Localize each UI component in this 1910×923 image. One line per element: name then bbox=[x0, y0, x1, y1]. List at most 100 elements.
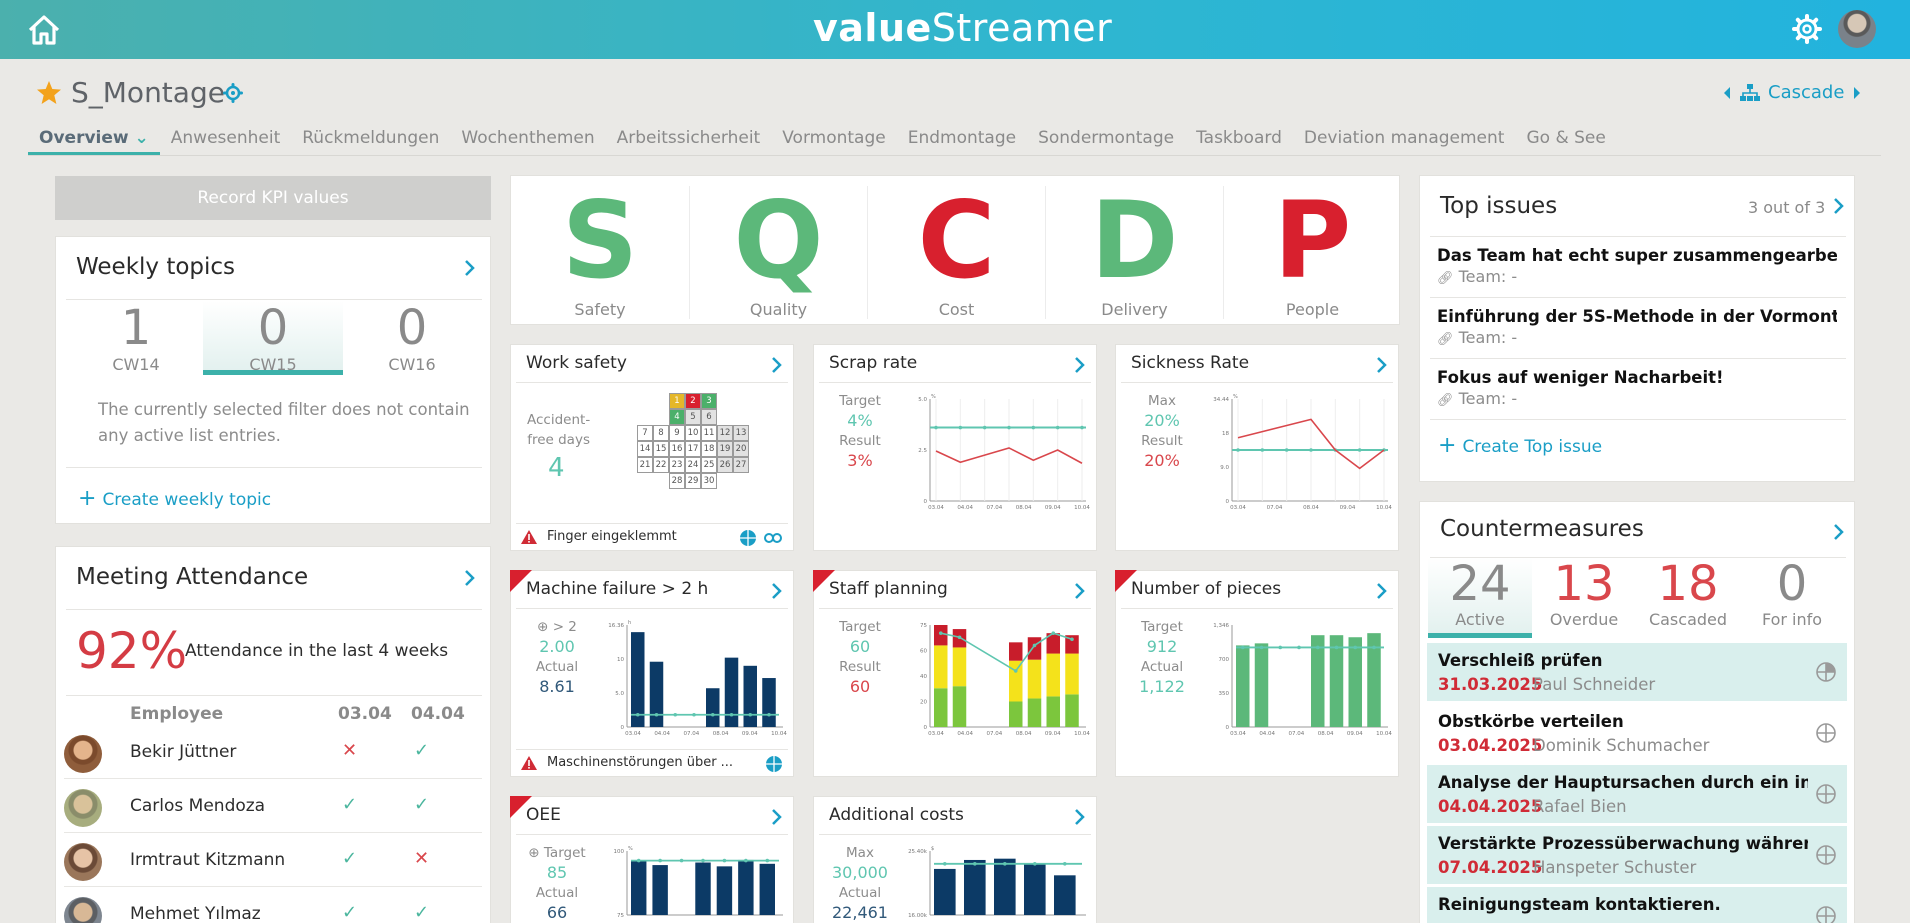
chevron-right-icon[interactable] bbox=[1833, 523, 1845, 541]
target-point bbox=[1309, 448, 1313, 452]
sickness-rate-card: Sickness Rate Max 20% Result 20% % 34.44 1… bbox=[1115, 344, 1399, 551]
sqcdp-quality[interactable]: Q Quality bbox=[689, 186, 867, 319]
tab-endmontage[interactable]: Endmontage bbox=[907, 128, 1017, 148]
attendance-row: Irmtraut Kitzmann ✓ ✕ bbox=[64, 833, 482, 887]
target-point bbox=[958, 425, 963, 430]
countermeasure-item[interactable]: Verstärkte Prozessüberwachung während d.… bbox=[1427, 826, 1847, 884]
cascade-nav[interactable]: Cascade bbox=[1722, 82, 1862, 103]
tab-anwesenheit[interactable]: Anwesenheit bbox=[170, 128, 281, 148]
target-point bbox=[722, 858, 727, 863]
x-tick-label: 09.04 bbox=[1045, 731, 1061, 737]
calendar-day: 9 bbox=[669, 425, 685, 441]
kpi-summary: Target 912 Actual 1,122 bbox=[1139, 619, 1185, 696]
globe-icon[interactable] bbox=[739, 529, 757, 547]
target-point bbox=[767, 712, 771, 717]
x-tick-label: 07.04 bbox=[1267, 505, 1283, 511]
globe-icon[interactable] bbox=[765, 755, 783, 773]
bar bbox=[762, 678, 776, 727]
y-tick-label: 2.5 bbox=[918, 448, 927, 454]
link-icon[interactable] bbox=[763, 532, 783, 544]
sqcdp-cost[interactable]: C Cost bbox=[867, 186, 1045, 319]
y-tick-label: 10 bbox=[617, 657, 624, 663]
chevron-right-icon[interactable] bbox=[1074, 582, 1086, 600]
chevron-right-icon[interactable] bbox=[464, 259, 476, 277]
create-weekly-topic-link[interactable]: + Create weekly topic bbox=[78, 486, 272, 511]
warning-icon bbox=[521, 756, 537, 770]
y-tick-label: 700 bbox=[1219, 657, 1230, 663]
tab-overview[interactable]: Overview ⌄ bbox=[28, 124, 160, 156]
chevron-right-icon[interactable] bbox=[771, 582, 783, 600]
week-cw15[interactable]: 0 CW15 bbox=[203, 301, 343, 375]
link-icon: 🔗︎ bbox=[1437, 393, 1454, 408]
chevron-right-icon[interactable] bbox=[464, 569, 476, 587]
sqcdp-safety[interactable]: S Safety bbox=[561, 179, 639, 320]
y-tick-label: 25.40k bbox=[908, 849, 928, 855]
next-arrow-icon[interactable] bbox=[1852, 86, 1862, 100]
tab-go-and-see[interactable]: Go & See bbox=[1526, 128, 1606, 148]
x-tick-label: 10.04 bbox=[1074, 731, 1090, 737]
top-issue-item[interactable]: Das Team hat echt super zusammengearbeit… bbox=[1437, 246, 1837, 286]
tab-wochenthemen[interactable]: Wochenthemen bbox=[461, 128, 595, 148]
x-tick-label: 03.04 bbox=[928, 731, 944, 737]
attendance-mark: ✓ bbox=[342, 848, 358, 869]
countermeasure-item[interactable]: Analyse der Hauptursachen durch ein inte… bbox=[1427, 765, 1847, 823]
tab-vormontage[interactable]: Vormontage bbox=[782, 128, 886, 148]
weekly-topics-title: Weekly topics bbox=[76, 254, 236, 280]
y-tick-label: 60 bbox=[920, 649, 927, 655]
work-safety-title: Work safety bbox=[526, 353, 627, 373]
y-unit-label: % bbox=[931, 394, 936, 400]
week-cw14[interactable]: 1 CW14 bbox=[112, 300, 160, 374]
attendance-percent: 92% bbox=[76, 622, 188, 680]
cm-stat-active[interactable]: 24 Active bbox=[1428, 558, 1532, 638]
top-issue-item[interactable]: Einführung der 5S-Methode in der Vormont… bbox=[1437, 307, 1837, 347]
chevron-right-icon[interactable] bbox=[1376, 582, 1388, 600]
meeting-attendance-title: Meeting Attendance bbox=[76, 564, 309, 590]
y-tick-label: 5.0 bbox=[615, 691, 624, 697]
chevron-right-icon[interactable] bbox=[771, 356, 783, 374]
chevron-right-icon[interactable] bbox=[1074, 808, 1086, 826]
user-avatar[interactable] bbox=[1838, 10, 1876, 48]
tab-arbeitssicherheit[interactable]: Arbeitssicherheit bbox=[616, 128, 761, 148]
x-tick-label: 08.04 bbox=[713, 731, 729, 737]
chevron-right-icon[interactable] bbox=[1376, 356, 1388, 374]
week-cw16[interactable]: 0 CW16 bbox=[388, 300, 436, 374]
countermeasure-item[interactable]: Obstkörbe verteilen 03.04.2025 Dominik S… bbox=[1427, 704, 1847, 762]
sqcdp-people[interactable]: P People bbox=[1223, 186, 1401, 319]
page-settings-icon[interactable] bbox=[223, 83, 243, 103]
number-of-pieces-title: Number of pieces bbox=[1131, 579, 1282, 599]
cascade-label[interactable]: Cascade bbox=[1768, 82, 1845, 103]
x-tick-label: 08.04 bbox=[1318, 731, 1334, 737]
chevron-right-icon[interactable] bbox=[1074, 356, 1086, 374]
tab-rueckmeldungen[interactable]: Rückmeldungen bbox=[302, 128, 440, 148]
favorite-star-icon[interactable] bbox=[36, 80, 62, 106]
home-icon[interactable] bbox=[26, 12, 62, 48]
countermeasure-item[interactable]: Verschleiß prüfen 31.03.2025 Paul Schnei… bbox=[1427, 643, 1847, 701]
prev-arrow-icon[interactable] bbox=[1722, 86, 1732, 100]
attendance-mark: ✓ bbox=[414, 794, 430, 815]
attendance-mark: ✕ bbox=[414, 848, 430, 869]
record-kpi-button[interactable]: Record KPI values bbox=[55, 176, 491, 220]
countermeasure-item[interactable]: Reinigungsteam kontaktieren. bbox=[1427, 887, 1847, 923]
tab-taskboard[interactable]: Taskboard bbox=[1196, 128, 1282, 148]
top-issue-item[interactable]: Fokus auf weniger Nacharbeit! 🔗︎ Team: - bbox=[1437, 368, 1724, 408]
chevron-right-icon[interactable] bbox=[771, 808, 783, 826]
chevron-right-icon[interactable] bbox=[1833, 197, 1845, 215]
cm-stat-overdue[interactable]: 13 Overdue bbox=[1549, 556, 1619, 629]
x-tick-label: 10.04 bbox=[1376, 731, 1392, 737]
tab-deviation-management[interactable]: Deviation management bbox=[1303, 128, 1505, 148]
bar bbox=[738, 859, 754, 915]
bar bbox=[1329, 635, 1344, 727]
tab-sondermontage[interactable]: Sondermontage bbox=[1038, 128, 1175, 148]
settings-gear-icon[interactable] bbox=[1792, 14, 1822, 44]
kpi-summary: ⊕ > 2 2.00 Actual 8.61 bbox=[535, 619, 579, 696]
sqcdp-delivery[interactable]: D Delivery bbox=[1045, 186, 1223, 319]
x-tick-label: 09.04 bbox=[1347, 731, 1363, 737]
cm-stat-cascaded[interactable]: 18 Cascaded bbox=[1648, 556, 1728, 629]
col-date-1: 03.04 bbox=[338, 704, 392, 724]
calendar-day: 19 bbox=[717, 441, 733, 457]
progress-pie-icon bbox=[1816, 906, 1836, 923]
accident-free-days: 4 bbox=[548, 453, 565, 483]
cm-stat-for-info[interactable]: 0 For info bbox=[1761, 556, 1823, 629]
create-top-issue-link[interactable]: + Create Top issue bbox=[1438, 433, 1603, 458]
plus-icon: + bbox=[1438, 433, 1457, 458]
